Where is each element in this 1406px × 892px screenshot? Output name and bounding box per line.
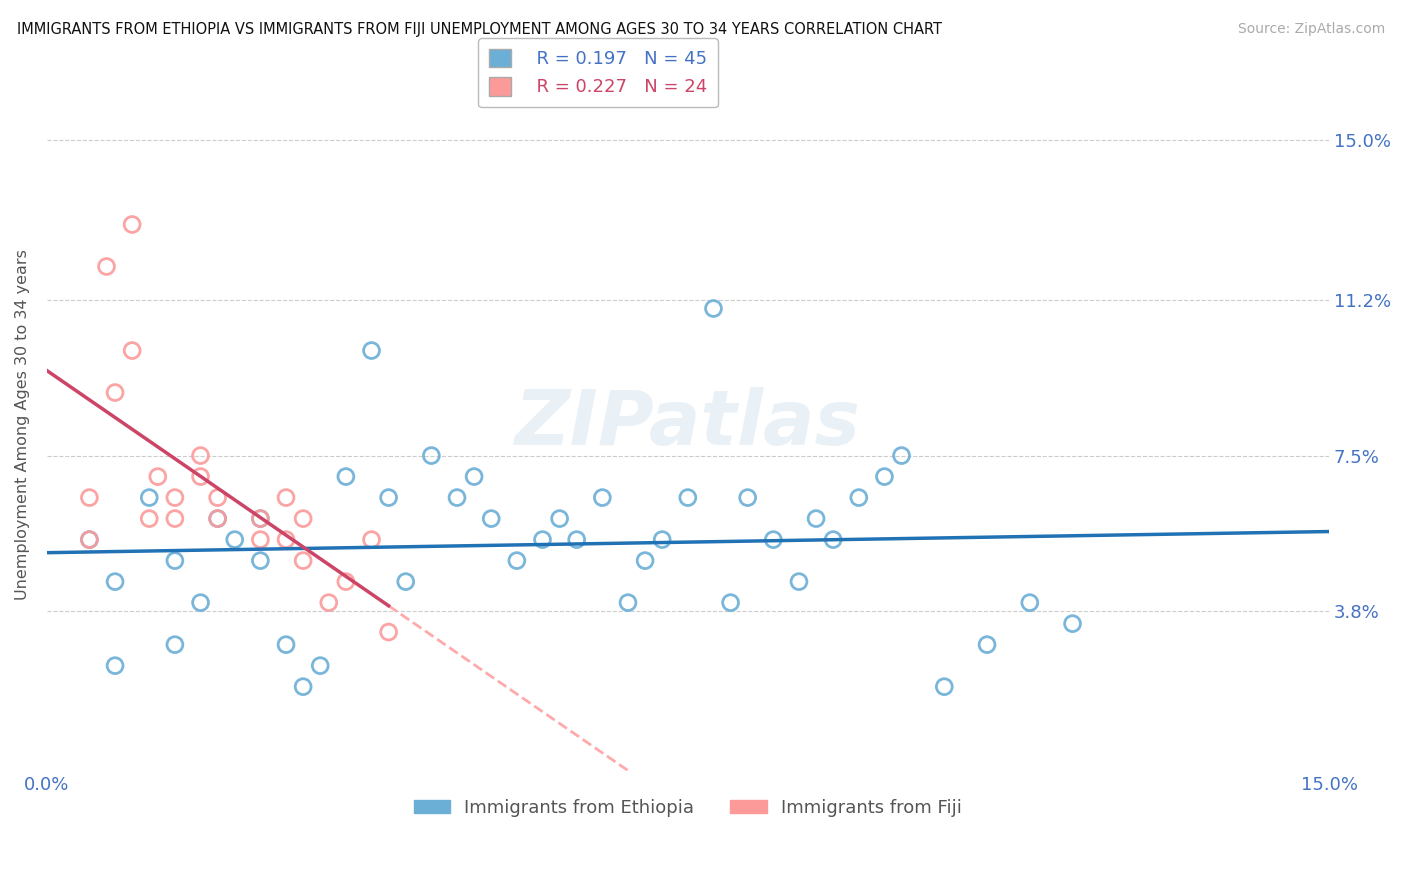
Text: ZIPatlas: ZIPatlas (515, 387, 860, 461)
Point (463, 469, 485, 483)
Point (1062, 616, 1084, 631)
Point (121, 218, 143, 232)
Text: IMMIGRANTS FROM ETHIOPIA VS IMMIGRANTS FROM FIJI UNEMPLOYMENT AMONG AGES 30 TO 3: IMMIGRANTS FROM ETHIOPIA VS IMMIGRANTS F… (17, 22, 942, 37)
Point (506, 553, 529, 567)
Point (224, 533, 246, 547)
Point (207, 491, 229, 505)
Point (1018, 596, 1040, 610)
Point (138, 491, 160, 505)
Text: Source: ZipAtlas.com: Source: ZipAtlas.com (1237, 22, 1385, 37)
Point (848, 491, 870, 505)
Point (207, 511, 229, 525)
Point (292, 680, 315, 694)
Point (96, 260, 118, 274)
Point (976, 638, 998, 652)
Point (395, 574, 418, 589)
Point (163, 491, 186, 505)
Point (163, 638, 186, 652)
Point (292, 511, 315, 525)
Point (676, 491, 699, 505)
Point (318, 596, 340, 610)
Point (249, 511, 271, 525)
Point (104, 574, 127, 589)
Point (548, 511, 571, 525)
Point (737, 491, 759, 505)
Point (934, 680, 956, 694)
Point (274, 638, 297, 652)
Point (651, 533, 673, 547)
Point (249, 511, 271, 525)
Point (190, 469, 212, 483)
Point (787, 574, 810, 589)
Point (335, 469, 357, 483)
Point (146, 469, 169, 483)
Point (163, 511, 186, 525)
Point (79, 533, 101, 547)
Point (207, 511, 229, 525)
Point (634, 553, 657, 567)
Point (446, 491, 468, 505)
Point (190, 596, 212, 610)
Point (420, 449, 443, 463)
Point (274, 491, 297, 505)
Point (79, 533, 101, 547)
Point (249, 533, 271, 547)
Point (890, 449, 912, 463)
Point (762, 533, 785, 547)
Point (274, 533, 297, 547)
Point (565, 533, 588, 547)
Point (377, 625, 399, 640)
Point (702, 301, 724, 316)
Point (823, 533, 845, 547)
Point (190, 449, 212, 463)
Point (309, 658, 332, 673)
Point (292, 553, 315, 567)
Point (79, 491, 101, 505)
Point (121, 343, 143, 358)
Y-axis label: Unemployment Among Ages 30 to 34 years: Unemployment Among Ages 30 to 34 years (15, 249, 30, 599)
Point (104, 385, 127, 400)
Point (104, 658, 127, 673)
Point (163, 553, 186, 567)
Point (377, 491, 399, 505)
Point (873, 469, 896, 483)
Point (720, 596, 742, 610)
Point (804, 511, 827, 525)
Point (479, 511, 502, 525)
Point (249, 553, 271, 567)
Point (617, 596, 640, 610)
Point (360, 343, 382, 358)
Point (360, 533, 382, 547)
Point (531, 533, 554, 547)
Legend: Immigrants from Ethiopia, Immigrants from Fiji: Immigrants from Ethiopia, Immigrants fro… (406, 791, 969, 824)
Point (138, 511, 160, 525)
Point (335, 574, 357, 589)
Point (591, 491, 613, 505)
